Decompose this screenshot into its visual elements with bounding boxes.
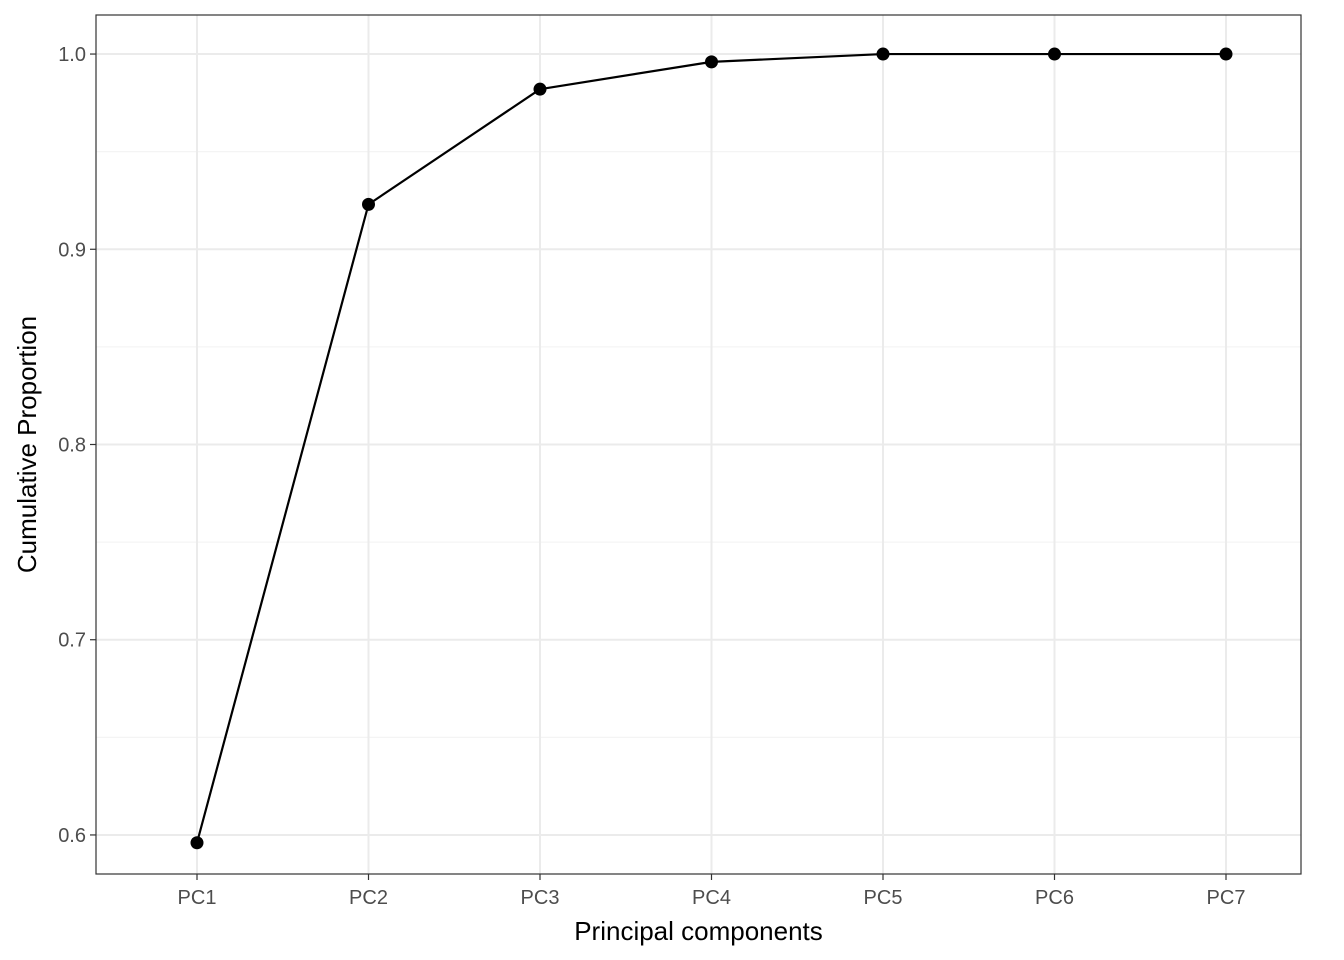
major-gridlines (96, 15, 1301, 874)
x-tick-label: PC4 (692, 887, 731, 909)
y-tick-label: 0.8 (58, 435, 86, 457)
y-tick-label: 0.9 (58, 239, 86, 261)
minor-gridlines (96, 151, 1301, 738)
data-point (533, 82, 547, 96)
data-point (190, 836, 204, 850)
y-axis-title: Cumulative Proportion (12, 316, 42, 573)
series-layer (190, 47, 1233, 850)
x-axis-title: Principal components (574, 916, 823, 946)
data-point (362, 197, 375, 211)
y-tick-label: 0.7 (58, 630, 86, 652)
x-tick-label: PC5 (864, 887, 903, 909)
x-tick-label: PC7 (1207, 887, 1246, 909)
x-tick-label: PC6 (1035, 887, 1074, 909)
x-tick-label: PC3 (521, 887, 560, 909)
y-tick-label: 0.6 (58, 825, 86, 847)
y-axis-ticks: 0.6 0.7 0.8 0.9 1.0 (58, 44, 96, 847)
data-point (705, 55, 718, 69)
x-tick-label: PC1 (178, 887, 217, 909)
x-axis-ticks: PC1 PC2 PC3 PC4 PC5 PC6 PC7 (178, 874, 1246, 909)
data-point (1219, 47, 1233, 61)
y-tick-label: 1.0 (58, 44, 86, 66)
x-tick-label: PC2 (349, 887, 388, 909)
data-point (1048, 47, 1061, 61)
data-point (876, 47, 890, 61)
